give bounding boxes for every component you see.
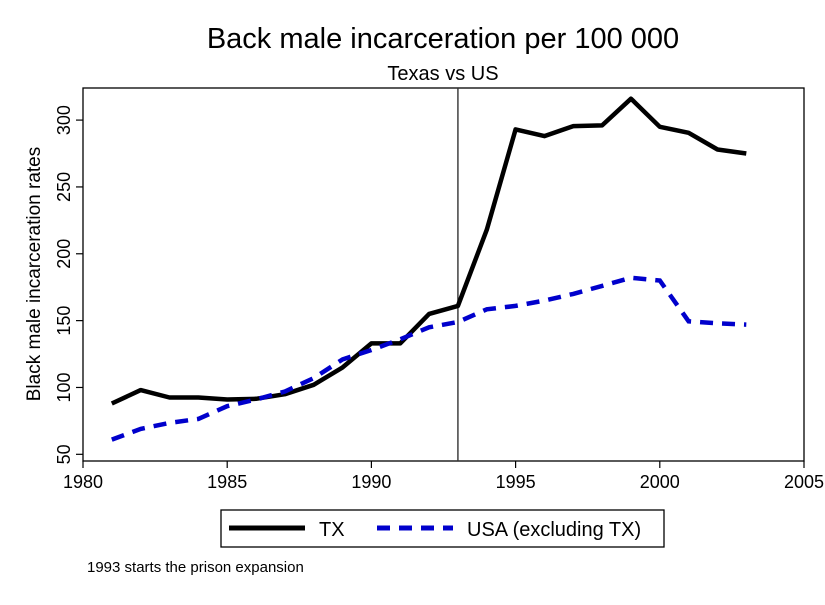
legend-label-usa: USA (excluding TX): [467, 519, 641, 541]
y-tick-label: 100: [54, 372, 74, 402]
legend-label-tx: TX: [319, 519, 345, 541]
x-tick-label: 1980: [63, 472, 103, 492]
chart-title: Back male incarceration per 100 000: [207, 23, 679, 55]
series-line-usa: [111, 275, 747, 442]
x-tick-label: 2005: [784, 472, 824, 492]
y-tick-label: 300: [54, 105, 74, 135]
x-tick-label: 2000: [640, 472, 680, 492]
series-layer: [110, 96, 747, 442]
y-tick-label: 150: [54, 306, 74, 336]
y-axis-label: Black male incarceration rates: [24, 147, 45, 402]
y-tick-label: 200: [54, 239, 74, 269]
x-tick-label: 1985: [207, 472, 247, 492]
plot-area: [82, 87, 805, 462]
chart-subtitle: Texas vs US: [387, 63, 498, 85]
series-line-tx: [110, 96, 747, 406]
x-tick-label: 1995: [496, 472, 536, 492]
x-axis: 1980 1985 1990 1995 2000 2005: [63, 461, 824, 492]
x-tick-label: 1990: [351, 472, 391, 492]
y-tick-label: 250: [54, 172, 74, 202]
y-axis: 50 100 150 200 250 300: [54, 105, 83, 464]
y-tick-label: 50: [54, 444, 74, 464]
chart-note: 1993 starts the prison expansion: [87, 559, 304, 576]
